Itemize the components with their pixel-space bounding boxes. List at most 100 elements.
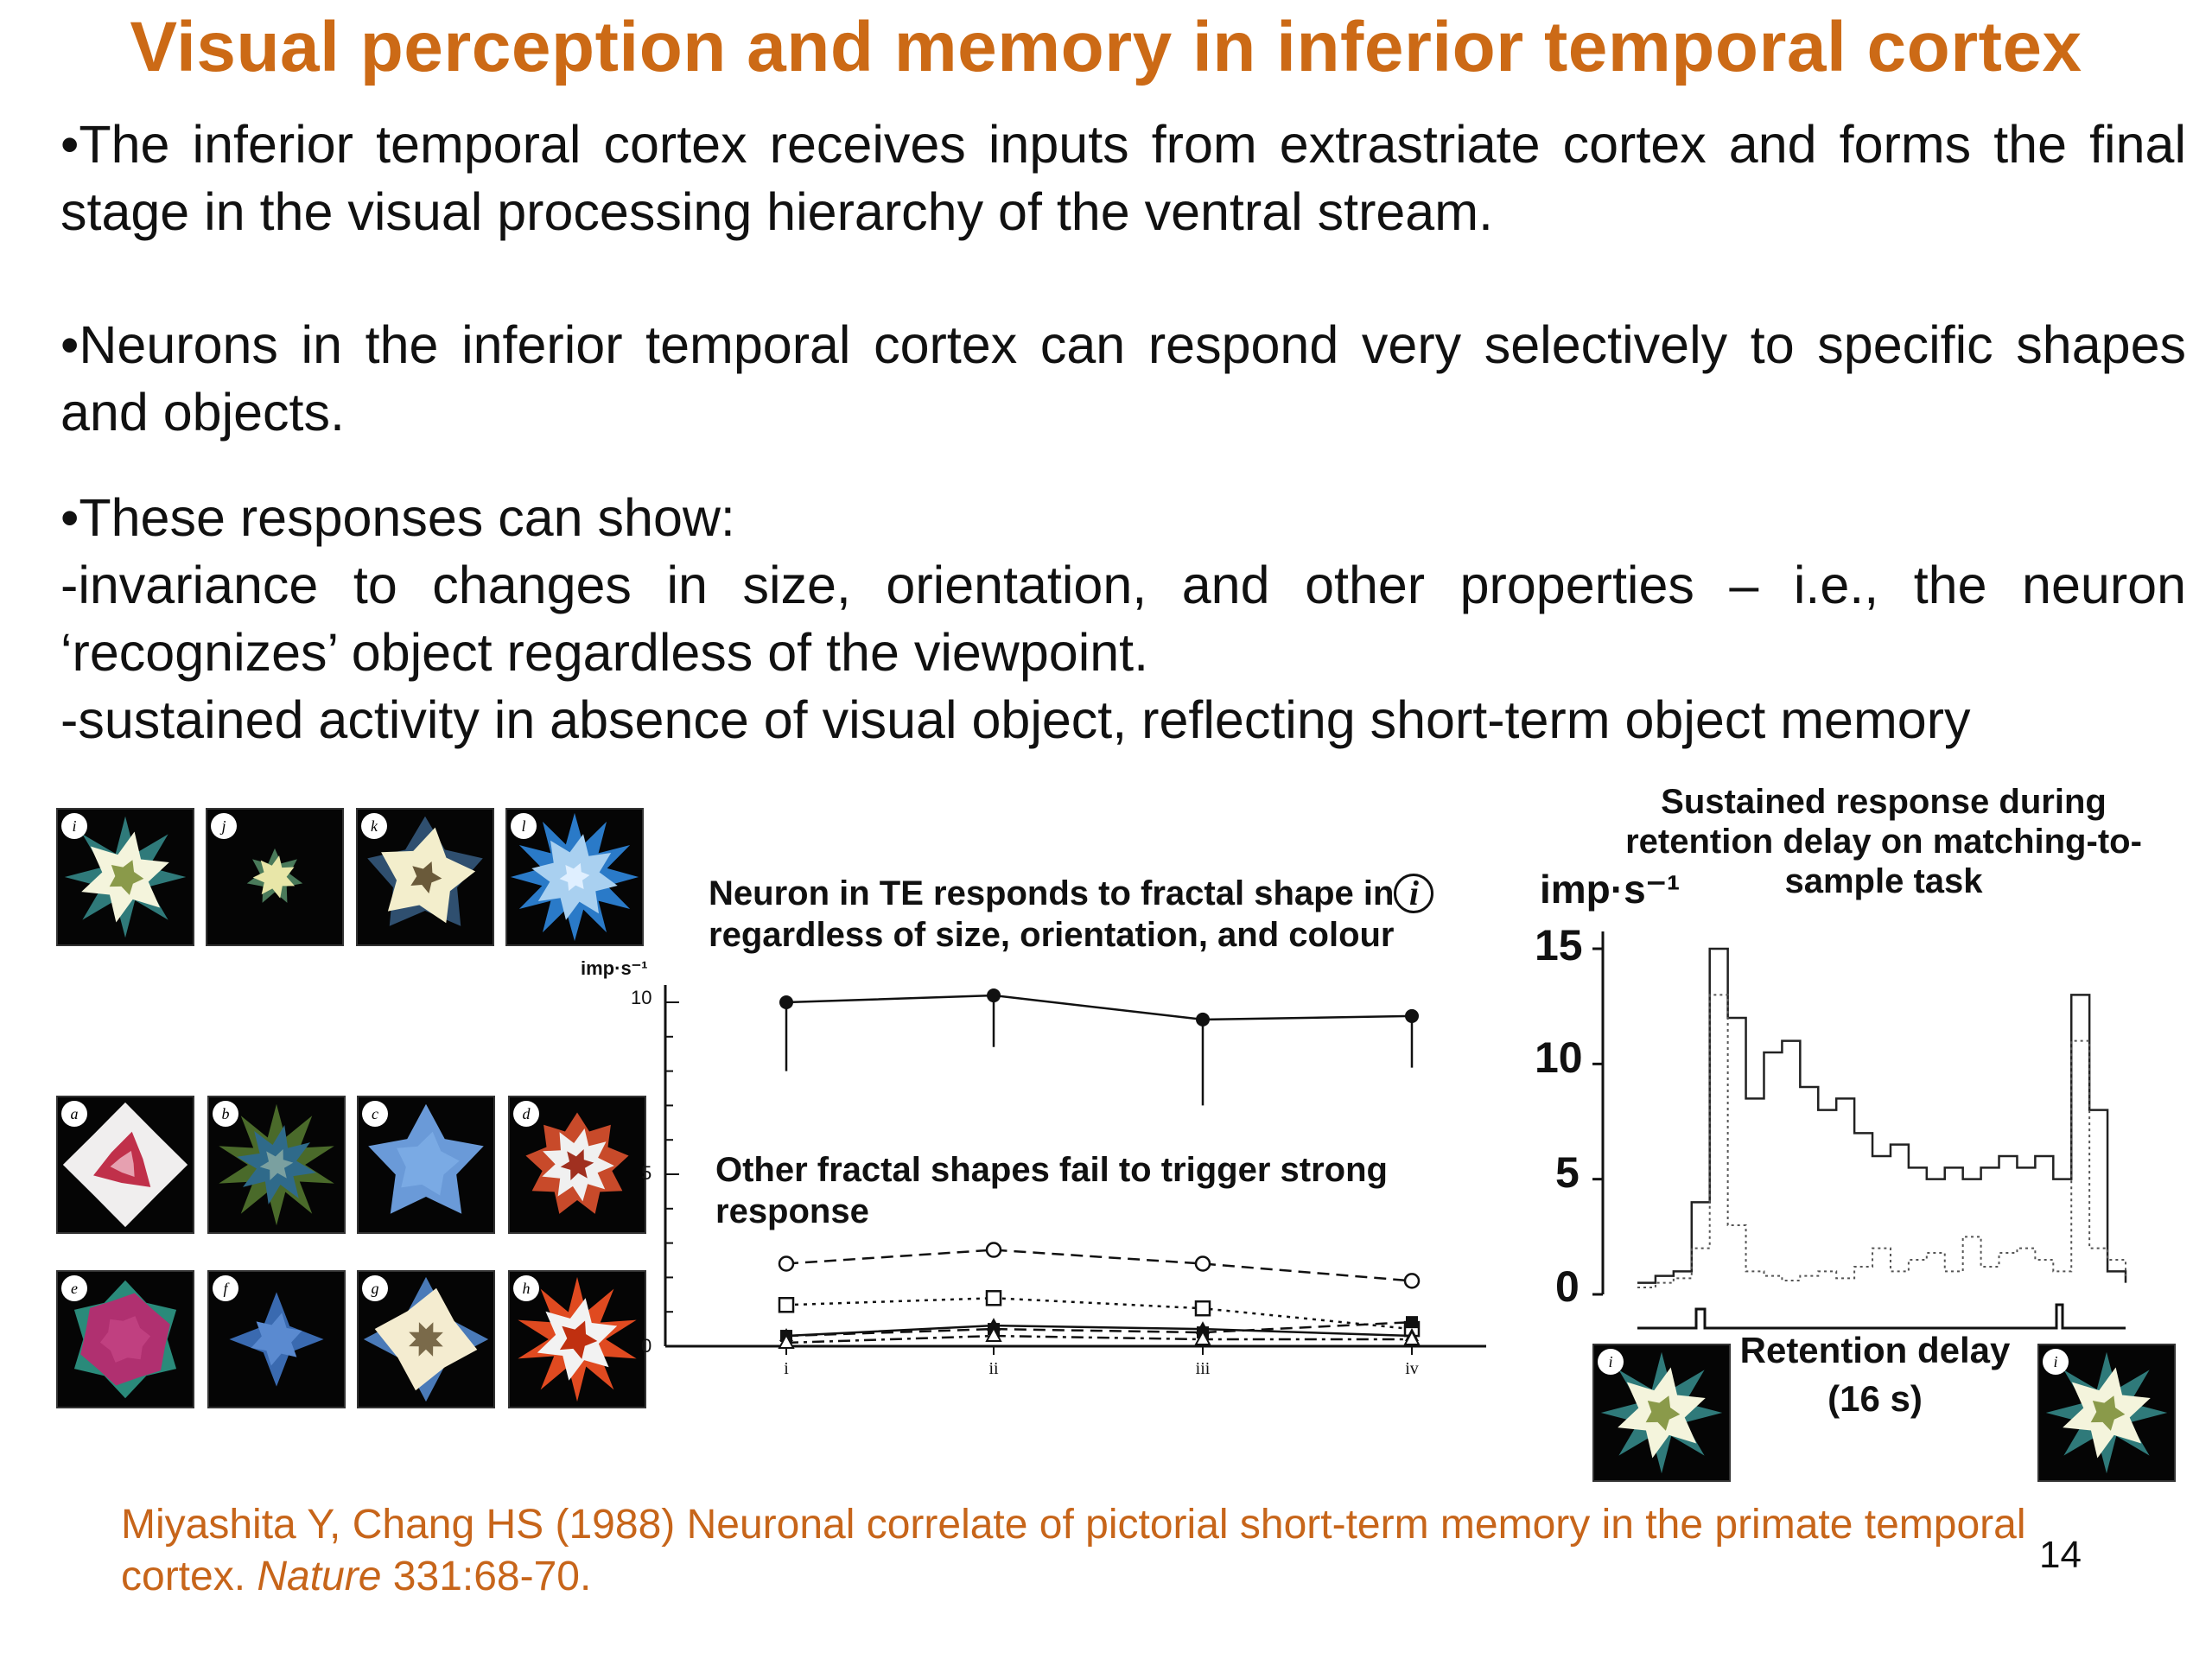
- fractal-shape-icon: [64, 816, 187, 938]
- series-line: [785, 1249, 1413, 1282]
- mid-y-label: imp·s⁻¹: [581, 957, 648, 979]
- data-point: [1403, 1329, 1421, 1346]
- caption-other-shapes: Other fractal shapes fail to trigger str…: [715, 1149, 1388, 1232]
- sample-stimulus-cue: i: [1592, 1344, 1731, 1482]
- sample-stimulus-match: i: [2037, 1344, 2176, 1482]
- x-tick-label: iv: [1405, 1359, 1419, 1378]
- right-title-line3: sample task: [1784, 862, 1983, 900]
- data-point: [987, 988, 1001, 1003]
- right-ytick-10: 10: [1535, 1033, 1583, 1082]
- series-line: [785, 994, 1413, 1021]
- data-point: [985, 1290, 1002, 1306]
- stimulus-label: g: [362, 1275, 388, 1301]
- stimulus-label: c: [362, 1101, 388, 1127]
- data-point: [985, 1242, 1002, 1258]
- x-tick-label: ii: [988, 1359, 999, 1378]
- stimulus-label: k: [361, 813, 387, 839]
- fractal-shape-icon: [368, 1103, 484, 1214]
- stimulus-c: c: [357, 1096, 495, 1234]
- paragraph-2: •Neurons in the inferior temporal cortex…: [60, 315, 2186, 442]
- fractal-shape-icon: [246, 848, 303, 903]
- stimulus-label: e: [61, 1275, 87, 1301]
- fractal-shape-icon: [367, 816, 483, 926]
- reference-citation: Miyashita Y, Chang HS (1988) Neuronal co…: [121, 1499, 2108, 1603]
- paragraph-3-sustained: -sustained activity in absence of visual…: [60, 690, 1971, 749]
- data-point: [1406, 1316, 1418, 1329]
- circled-i-label: i: [1394, 874, 1434, 913]
- right-ytick-15: 15: [1535, 921, 1583, 969]
- fractal-layer: [1645, 1395, 1681, 1431]
- stimulus-label: i: [61, 813, 87, 839]
- right-title-line2: retention delay on matching-to-: [1625, 823, 2142, 861]
- fractal-shape-icon: [229, 1292, 324, 1387]
- caption-other-line1: Other fractal shapes fail to trigger str…: [715, 1151, 1388, 1189]
- stimulus-label: d: [513, 1101, 539, 1127]
- fractal-shape-icon: [62, 1102, 188, 1228]
- right-ytick-0: 0: [1555, 1262, 1580, 1311]
- stimulus-l: l: [505, 808, 644, 946]
- stimulus-label: f: [213, 1275, 238, 1301]
- mid-ytick-0: 0: [641, 1335, 652, 1357]
- stimulus-label: j: [211, 813, 237, 839]
- stimulus-label: a: [61, 1101, 87, 1127]
- fractal-shape-icon: [518, 1276, 637, 1402]
- event-trace: [1637, 1303, 2126, 1330]
- fractal-shape-icon: [525, 1112, 629, 1214]
- caption-invariance-line2: regardless of size, orientation, and col…: [709, 916, 1395, 954]
- stimulus-h: h: [508, 1270, 646, 1408]
- fractal-shape-icon: [2045, 1351, 2168, 1474]
- fractal-shape-icon: [219, 1103, 334, 1226]
- fractal-shape-icon: [363, 1276, 489, 1402]
- data-point: [1194, 1329, 1211, 1346]
- stimulus-label: l: [511, 813, 537, 839]
- stimulus-i: i: [56, 808, 194, 946]
- mid-ytick-5: 5: [641, 1162, 652, 1184]
- series-line: [785, 1320, 1413, 1338]
- fractal-layer: [409, 1322, 443, 1357]
- caption-invariance-line1: Neuron in TE responds to fractal shape i…: [709, 874, 1395, 912]
- fractal-layer: [251, 1313, 302, 1366]
- stimulus-label: i: [2043, 1349, 2069, 1375]
- stimulus-label: i: [1598, 1349, 1624, 1375]
- stimulus-label: h: [513, 1275, 539, 1301]
- data-point: [987, 1318, 1001, 1332]
- data-point: [779, 995, 793, 1009]
- paragraph-1: •The inferior temporal cortex receives i…: [60, 115, 2186, 241]
- right-title-line1: Sustained response during: [1661, 783, 2107, 821]
- retention-delay-line2: (16 s): [1827, 1378, 1923, 1419]
- data-point: [1196, 1012, 1210, 1027]
- x-tick-label: iii: [1196, 1359, 1211, 1378]
- slide-title: Visual perception and memory in inferior…: [130, 8, 2082, 86]
- tuning-chart: i ii iii iv: [664, 985, 1486, 1378]
- data-point: [778, 1332, 795, 1350]
- fractal-layer: [560, 1149, 594, 1180]
- data-point: [1403, 1273, 1421, 1289]
- retention-delay-line1: Retention delay: [1739, 1330, 2011, 1370]
- caption-invariance: Neuron in TE responds to fractal shape i…: [709, 873, 1434, 956]
- fractal-layer: [559, 1320, 598, 1359]
- stimulus-k: k: [356, 808, 494, 946]
- stimulus-f: f: [207, 1270, 346, 1408]
- data-point: [778, 1255, 795, 1272]
- stimulus-b: b: [207, 1096, 346, 1234]
- fractal-layer: [2090, 1395, 2126, 1431]
- response-trace: [1637, 947, 2127, 1284]
- right-ytick-5: 5: [1555, 1148, 1580, 1197]
- ref-journal: Nature: [257, 1554, 382, 1599]
- fractal-layer: [109, 860, 144, 895]
- fractal-layer: [259, 1149, 294, 1180]
- fractal-layer: [252, 855, 296, 899]
- fractal-layer: [410, 861, 442, 894]
- stimulus-a: a: [56, 1096, 194, 1234]
- fractal-layer: [397, 1131, 460, 1196]
- paragraph-3-invariance: -invariance to changes in size, orientat…: [60, 556, 2186, 682]
- paragraph-3-heading: •These responses can show:: [60, 488, 735, 547]
- data-point: [1194, 1300, 1211, 1317]
- ref-volume: 331:68-70.: [381, 1554, 592, 1599]
- series-line: [785, 1297, 1413, 1331]
- fractal-layer: [99, 1316, 151, 1363]
- fractal-shape-icon: [73, 1280, 177, 1399]
- stimulus-j: j: [206, 808, 344, 946]
- data-point: [1194, 1255, 1211, 1272]
- data-point: [778, 1296, 795, 1313]
